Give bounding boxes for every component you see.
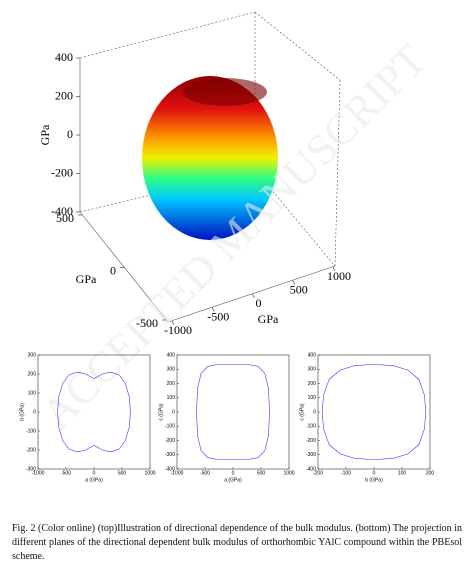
z-tick-label: 400 (55, 50, 73, 64)
x-axis-label: b (GPa) (365, 477, 383, 483)
x-tick-label: 1000 (283, 470, 294, 476)
y-tick-label: 200 (308, 381, 317, 387)
caption: Fig. 2 (Color online) (top)Illustration … (12, 523, 462, 562)
y-tick-label: 200 (167, 381, 176, 387)
y-tick-label: 500 (56, 211, 74, 225)
x-tick-label: -1000 (171, 470, 184, 476)
x-tick-label: -500 (61, 470, 71, 476)
y-tick-label: 0 (313, 409, 316, 415)
y-tick-label: 300 (167, 367, 176, 373)
x-tick-label: 1000 (327, 269, 351, 283)
y-axis-label: b (GPa) (19, 403, 25, 421)
y-tick-label: -100 (165, 424, 175, 430)
x-tick-label: -100 (341, 470, 351, 476)
y-tick-label: 200 (28, 371, 37, 377)
y-tick-label: 100 (167, 395, 176, 401)
x-axis-label: GPa (258, 312, 279, 326)
x-axis-label: a (GPa) (224, 477, 242, 483)
x-tick-label: 500 (118, 470, 127, 476)
y-tick-label: -200 (165, 438, 175, 444)
y-tick-label: -200 (306, 438, 316, 444)
x-tick (171, 320, 175, 326)
y-tick-label: 0 (33, 409, 36, 415)
y-tick-label: 300 (308, 367, 317, 373)
x-tick-label: 100 (398, 470, 407, 476)
y-tick-label: -300 (26, 466, 36, 472)
figure: ACCEPTED MANUSCRIPT -400-2000200400-5000… (19, 11, 436, 483)
y-tick-label: -500 (136, 316, 158, 330)
curve (57, 371, 131, 453)
x-tick (252, 293, 255, 299)
y-tick-label: -300 (306, 452, 316, 458)
y-tick-label: -100 (306, 424, 316, 430)
x-axis-label: a (GPa) (85, 477, 103, 483)
y-axis-label: GPa (76, 272, 97, 286)
y-axis-label: c (GPa) (158, 403, 164, 421)
curve (196, 363, 270, 461)
x-tick-label: -200 (313, 470, 323, 476)
x-tick-label: -500 (200, 470, 210, 476)
z-tick-label: 200 (55, 88, 73, 102)
x-tick-label: 0 (256, 296, 262, 310)
x-tick (292, 280, 296, 285)
y-tick-label: 400 (308, 352, 317, 358)
z-tick-label: -200 (51, 165, 73, 179)
x-tick-label: -500 (207, 309, 229, 323)
x-tick-label: -1000 (32, 470, 45, 476)
plot-frame (176, 354, 290, 470)
x-tick-label: 0 (232, 470, 235, 476)
y-tick-label: 0 (172, 409, 175, 415)
y-tick-label: 300 (28, 352, 37, 358)
x-tick-label: 200 (426, 470, 435, 476)
x-tick (332, 266, 336, 272)
y-tick-label: 0 (110, 263, 116, 277)
y-tick-label: 400 (167, 352, 176, 358)
x-tick-label: 0 (93, 470, 96, 476)
plot-frame (317, 354, 431, 470)
y-tick-label: -100 (26, 428, 36, 434)
surface-cap (183, 78, 267, 106)
x-tick-label: -1000 (164, 323, 192, 337)
y-tick-label: -400 (306, 466, 316, 472)
x-tick-label: 1000 (144, 470, 155, 476)
y-tick-label: -300 (165, 452, 175, 458)
x-tick-label: 0 (373, 470, 376, 476)
x-tick-label: 500 (257, 470, 266, 476)
surface (142, 76, 278, 240)
y-tick-label: 100 (308, 395, 317, 401)
x-tick-label: 500 (290, 282, 308, 296)
y-tick-label: 100 (28, 390, 37, 396)
z-axis-label: GPa (38, 124, 52, 145)
x-tick (211, 307, 215, 312)
curve (321, 363, 427, 461)
y-tick-label: -200 (26, 447, 36, 453)
y-axis-label: c (GPa) (299, 403, 305, 421)
z-tick-label: -400 (51, 204, 73, 218)
z-tick-label: 0 (67, 127, 73, 141)
y-tick-label: -400 (165, 466, 175, 472)
